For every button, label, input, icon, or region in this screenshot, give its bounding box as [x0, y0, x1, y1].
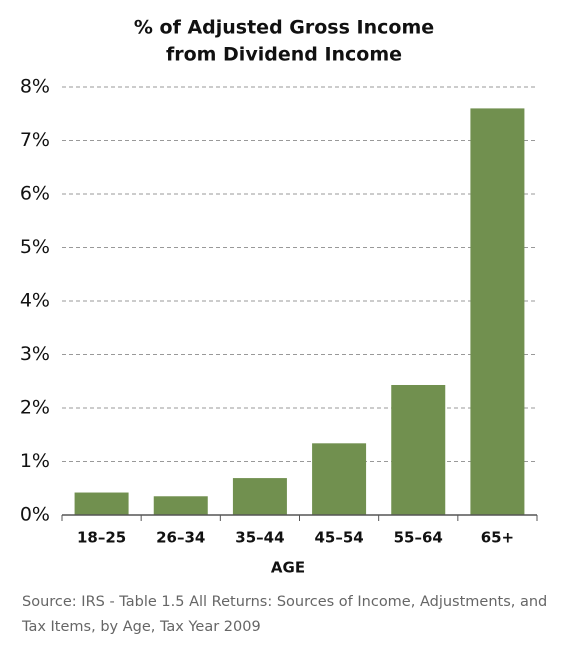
y-tick-label: 1%	[20, 450, 50, 472]
y-tick-label: 5%	[20, 236, 50, 258]
y-tick-label: 2%	[20, 397, 50, 419]
x-axis-label: AGE	[271, 559, 305, 577]
x-tick-label: 18–25	[77, 529, 126, 547]
y-tick-label: 0%	[20, 504, 50, 526]
x-tick-label: 65+	[481, 529, 514, 547]
x-tick-label: 26–34	[156, 529, 205, 547]
chart-title: % of Adjusted Gross Income	[134, 17, 434, 39]
x-tick-label: 35–44	[235, 529, 284, 547]
x-tick-label: 45–54	[314, 529, 363, 547]
bar	[312, 443, 367, 515]
y-tick-label: 4%	[20, 290, 50, 312]
bar	[391, 384, 446, 515]
source-note: Source: IRS - Table 1.5 All Returns: Sou…	[22, 594, 548, 635]
bar	[470, 108, 525, 516]
y-tick-label: 3%	[20, 343, 50, 365]
y-tick-label: 6%	[20, 183, 50, 205]
bar	[232, 478, 287, 515]
chart-title: from Dividend Income	[166, 44, 402, 66]
y-tick-label: 8%	[20, 76, 50, 98]
y-tick-label: 7%	[20, 129, 50, 151]
bar	[153, 496, 208, 515]
bar	[74, 492, 129, 515]
x-tick-label: 55–64	[394, 529, 443, 547]
